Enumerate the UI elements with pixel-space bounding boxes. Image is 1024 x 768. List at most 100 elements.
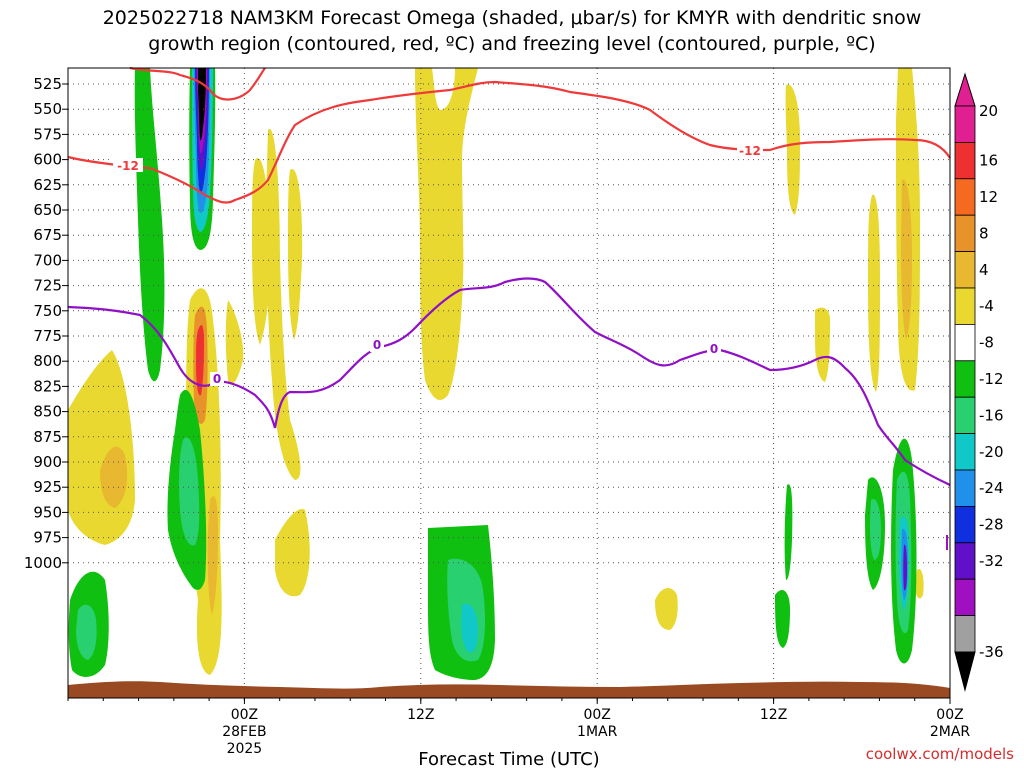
y-tick-label: 675 [33,226,62,244]
colorbar-block [954,360,976,398]
omega-positive-region [915,569,924,599]
y-tick-label: 875 [33,428,62,446]
y-tick-label: 1000 [24,554,62,572]
y-tick-label: 750 [33,302,62,320]
dgz-contour-line [129,66,266,101]
colorbar-label: 4 [979,261,989,279]
x-tick-label: 2025 [227,741,263,757]
colorbar-block [954,141,976,180]
colorbar-block [954,578,976,617]
colorbar-label: 8 [979,224,989,242]
colorbar-label: -32 [979,552,1004,570]
y-tick-label: 575 [33,125,62,143]
colorbar-block [954,105,976,143]
y-tick-label: 900 [33,453,62,471]
x-tick-label: 12Z [760,707,787,723]
omega-negative-region [775,590,790,648]
credit-text: coolwx.com/models [865,745,1014,763]
contour-label-zero-2: 0 [373,338,381,352]
contour-label-zero-3: 0 [710,342,718,356]
y-tick-label: 650 [33,201,62,219]
omega-negative-region [870,499,881,560]
omega-positive-region [207,496,218,615]
contour-label-zero-1: 0 [213,372,221,386]
y-tick-label: 975 [33,529,62,547]
omega-negative-region [946,535,948,550]
omega-positive-region [275,509,310,597]
x-tick-label: 2MAR [930,724,971,740]
y-tick-label: 800 [33,352,62,370]
y-tick-label: 525 [33,75,62,93]
colorbar-label: 16 [979,152,998,170]
colorbar-top-cap [954,72,976,107]
x-tick-label: 28FEB [222,724,266,740]
colorbar-block [954,323,976,362]
omega-negative-region [784,484,793,580]
omega-negative-region [179,437,200,546]
y-tick-label: 950 [33,503,62,521]
ground-surface [68,681,950,698]
contour-labels: -12 -12 0 0 0 [113,144,763,386]
y-tick-label: 775 [33,327,62,345]
colorbar-label: 12 [979,188,998,206]
colorbar-label: -36 [979,643,1004,661]
chart-title-line-1: 2025022718 NAM3KM Forecast Omega (shaded… [102,7,922,29]
omega-negative-region [76,604,97,660]
y-tick-label: 700 [33,251,62,269]
y-tick-label: 550 [33,100,62,118]
omega-positive-region [655,588,678,630]
y-tick-label: 850 [33,403,62,421]
omega-positive-region [100,446,128,508]
colorbar-block [954,542,976,580]
contour-layer [67,66,951,486]
omega-negative-region [134,68,165,382]
colorbar-block [954,287,976,325]
colorbar-label: -24 [979,479,1004,497]
y-tick-label: 725 [33,277,62,295]
colorbar-block [954,214,976,252]
colorbar-label: -28 [979,516,1004,534]
colorbar-label: 20 [979,102,998,120]
colorbar-block [954,505,976,544]
plot-frame [67,67,951,699]
colorbar-block [954,396,976,435]
omega-positive-region [815,307,830,382]
colorbar-bottom-cap [954,651,976,692]
omega-positive-region [868,194,880,392]
omega-positive-region [68,350,135,545]
contour-label-minus-12-left: -12 [117,159,139,173]
y-tick-label: 600 [33,151,62,169]
colorbar-block [954,178,976,216]
y-tick-label: 825 [33,377,62,395]
omega-positive-region [196,325,204,396]
colorbar-block [954,615,976,653]
x-tick-label: 00Z [936,707,963,723]
omega-positive-region [901,179,912,340]
x-tick-label: 1MAR [577,724,618,740]
omega-negative-region [461,603,478,653]
colorbar-label: -4 [979,297,994,315]
omega-positive-region [252,158,271,345]
omega-positive-region [266,128,301,481]
x-tick-label: 00Z [583,707,610,723]
contour-label-minus-12-right: -12 [739,144,761,158]
chart-title-line-2: growth region (contoured, red, ºC) and f… [148,33,876,55]
colorbar-block [954,469,976,507]
y-axis: 525 550 575 600 625 650 675 700 725 750 775 800 825 8… [24,75,68,572]
y-tick-label: 925 [33,478,62,496]
colorbar-block [954,251,976,289]
colorbar-label: -12 [979,370,1004,388]
omega-negative-region [903,544,907,591]
omega-positive-region [288,168,303,340]
x-tick-label: 12Z [407,707,434,723]
x-axis-title: Forecast Time (UTC) [418,749,599,768]
colorbar-block [954,433,976,471]
y-tick-label: 625 [33,176,62,194]
colorbar-label: -8 [979,334,994,352]
colorbar-label: -20 [979,443,1004,461]
colorbar: 20 16 12 8 4 -4 -8 -12 -16 -20 -24 -28 -32 -36 [954,72,1004,692]
shading-layer [68,68,948,680]
omega-positive-region [785,84,800,215]
